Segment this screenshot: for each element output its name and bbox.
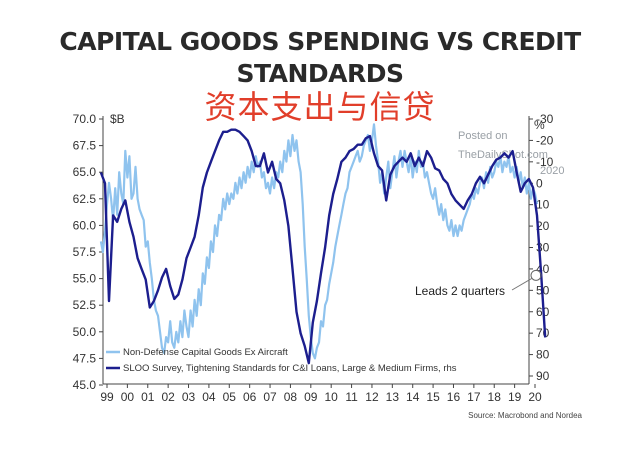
right-tick-label: -10 (536, 155, 554, 169)
watermark-posted-on: Posted on (458, 130, 508, 142)
left-tick-label: 52.5 (73, 298, 97, 312)
left-tick-label: 62.5 (73, 192, 97, 206)
left-tick-label: 50.0 (73, 325, 97, 339)
right-axis-unit: % (534, 118, 545, 132)
x-tick-label: 08 (284, 390, 298, 404)
line-capital-goods (99, 123, 539, 360)
x-tick-label: 05 (223, 390, 237, 404)
x-tick-label: 06 (243, 390, 257, 404)
x-tick-label: 10 (325, 390, 339, 404)
x-tick-label: 00 (121, 390, 135, 404)
x-tick-label: 19 (508, 390, 522, 404)
x-tick-label: 07 (263, 390, 277, 404)
annotation-marker (530, 269, 542, 281)
x-tick-label: 14 (406, 390, 420, 404)
x-tick-label: 16 (447, 390, 461, 404)
x-axis-ticks: 99 00 01 02 03 04 05 06 07 08 09 10 11 12 13 14 15 16 17 18… (100, 384, 542, 404)
x-tick-label: 99 (100, 390, 114, 404)
left-tick-label: 57.5 (73, 245, 97, 259)
x-tick-label: 18 (488, 390, 502, 404)
right-tick-label: 10 (536, 198, 550, 212)
right-tick-label: 90 (536, 369, 550, 383)
chart-title: CAPITAL GOODS SPENDING VS CREDIT STANDAR… (59, 27, 581, 88)
x-tick-label: 01 (141, 390, 155, 404)
left-tick-label: 47.5 (73, 351, 97, 365)
right-tick-label: 0 (536, 176, 543, 190)
left-axis-ticks: 70.0 67.5 65.0 62.5 60.0 57.5 55.0 52.5 50.0 47.5… (73, 112, 103, 392)
x-tick-label: 09 (304, 390, 318, 404)
right-tick-label: 40 (536, 262, 550, 276)
series-sloo-survey (99, 128, 547, 365)
left-tick-label: 45.0 (73, 378, 97, 392)
left-tick-label: 70.0 (73, 112, 97, 126)
x-tick-label: 13 (386, 390, 400, 404)
annotation-leader (511, 277, 533, 291)
left-axis-unit: $B (110, 112, 125, 126)
x-tick-label: 02 (161, 390, 175, 404)
left-tick-label: 65.0 (73, 165, 97, 179)
line-sloo-survey (99, 128, 547, 365)
x-tick-label: 20 (528, 390, 542, 404)
left-tick-label: 55.0 (73, 272, 97, 286)
annotation-text: Leads 2 quarters (415, 284, 505, 298)
legend-label-sloo: SLOO Survey, Tightening Standards for C&… (123, 363, 457, 374)
series-capital-goods (99, 123, 539, 360)
annotation: Leads 2 quarters (415, 269, 542, 298)
x-tick-label: 03 (182, 390, 196, 404)
left-tick-label: 60.0 (73, 218, 97, 232)
legend-label-capital-goods: Non-Defense Capital Goods Ex Aircraft (123, 347, 288, 358)
chinese-subtitle: 资本支出与信贷 (204, 88, 436, 126)
source-note: Source: Macrobond and Nordea (468, 411, 582, 420)
legend: Non-Defense Capital Goods Ex Aircraft SL… (106, 347, 457, 374)
left-tick-label: 67.5 (73, 139, 97, 153)
right-tick-label: 80 (536, 348, 550, 362)
watermark-year: 2020 (540, 165, 564, 177)
right-tick-label: -20 (536, 133, 554, 147)
right-tick-label: -30 (536, 112, 554, 126)
right-tick-label: 70 (536, 326, 550, 340)
x-tick-label: 04 (202, 390, 216, 404)
right-tick-label: 20 (536, 219, 550, 233)
x-tick-label: 15 (426, 390, 440, 404)
x-tick-label: 17 (467, 390, 481, 404)
x-tick-label: 12 (365, 390, 379, 404)
x-tick-label: 11 (345, 390, 358, 404)
